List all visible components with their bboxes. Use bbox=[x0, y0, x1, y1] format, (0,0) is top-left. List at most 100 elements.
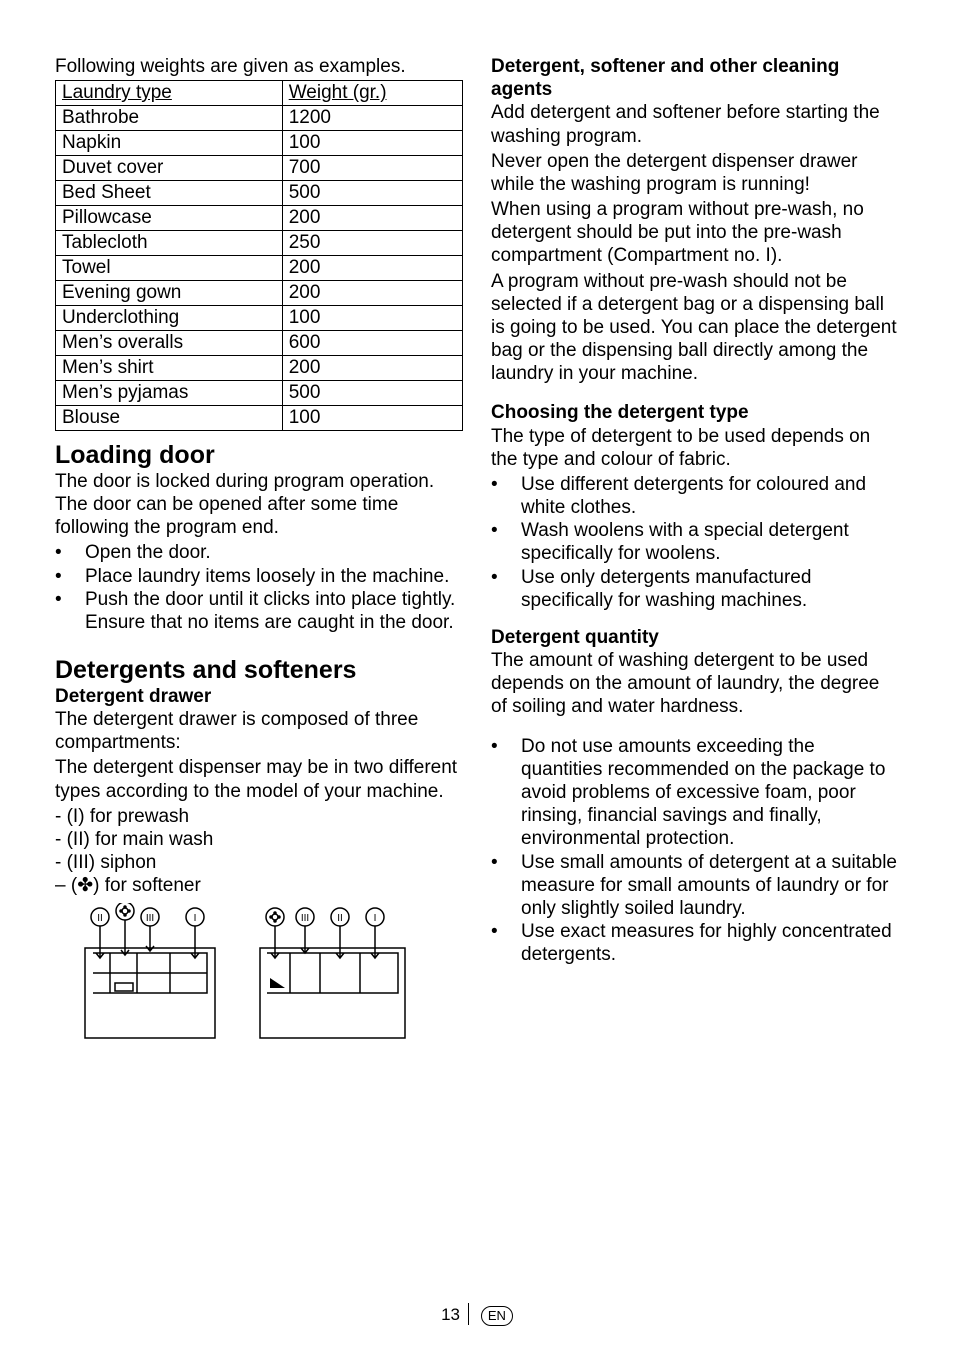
table-cell: Pillowcase bbox=[56, 206, 283, 231]
table-row: Napkin100 bbox=[56, 131, 463, 156]
page-number: 13 bbox=[441, 1305, 460, 1324]
bullet-icon: • bbox=[55, 588, 85, 634]
weights-intro: Following weights are given as examples. bbox=[55, 55, 463, 78]
svg-text:I: I bbox=[374, 913, 377, 924]
dash-mainwash: - (II) for main wash bbox=[55, 828, 463, 851]
table-row: Men’s shirt200 bbox=[56, 356, 463, 381]
list-item-text: Wash woolens with a special detergent sp… bbox=[521, 519, 899, 565]
list-item-text: Use only detergents manufactured specifi… bbox=[521, 566, 899, 612]
detergent-p1: The detergent drawer is composed of thre… bbox=[55, 708, 463, 754]
sec1-heading: Detergent, softener and other cleaning a… bbox=[491, 55, 899, 101]
table-cell: 500 bbox=[282, 181, 462, 206]
list-item-text: Use exact measures for highly concentrat… bbox=[521, 920, 899, 966]
bullet-icon: • bbox=[491, 566, 521, 612]
loading-door-body: The door is locked during program operat… bbox=[55, 470, 463, 540]
table-cell: Bed Sheet bbox=[56, 181, 283, 206]
table-cell: Men’s pyjamas bbox=[56, 381, 283, 406]
list-item: •Do not use amounts exceeding the quanti… bbox=[491, 735, 899, 851]
sec1-p2: Never open the detergent dispenser drawe… bbox=[491, 150, 899, 196]
drawer-diagrams: II III I bbox=[55, 903, 463, 1043]
table-cell: 500 bbox=[282, 381, 462, 406]
page-footer: 13 EN bbox=[0, 1303, 954, 1326]
sec2-heading: Choosing the detergent type bbox=[491, 401, 899, 424]
list-item: •Open the door. bbox=[55, 541, 463, 564]
svg-text:III: III bbox=[146, 913, 154, 924]
table-cell: Men’s overalls bbox=[56, 331, 283, 356]
list-item: •Place laundry items loosely in the mach… bbox=[55, 565, 463, 588]
list-item-text: Use small amounts of detergent at a suit… bbox=[521, 851, 899, 921]
table-cell: 600 bbox=[282, 331, 462, 356]
list-item: •Use only detergents manufactured specif… bbox=[491, 566, 899, 612]
list-item-text: Open the door. bbox=[85, 541, 463, 564]
bullet-icon: • bbox=[491, 735, 521, 851]
list-item: •Use small amounts of detergent at a sui… bbox=[491, 851, 899, 921]
weights-table: Laundry type Weight (gr.) Bathrobe1200Na… bbox=[55, 80, 463, 431]
table-cell: Underclothing bbox=[56, 306, 283, 331]
loading-door-heading: Loading door bbox=[55, 441, 463, 470]
table-cell: 200 bbox=[282, 256, 462, 281]
list-item-text: Place laundry items loosely in the machi… bbox=[85, 565, 463, 588]
lang-badge: EN bbox=[481, 1306, 513, 1326]
table-cell: Evening gown bbox=[56, 281, 283, 306]
sec1-p4: A program without pre-wash should not be… bbox=[491, 270, 899, 386]
table-cell: Bathrobe bbox=[56, 106, 283, 131]
th-weight: Weight (gr.) bbox=[282, 81, 462, 106]
list-item: •Use different detergents for coloured a… bbox=[491, 473, 899, 519]
softener-glyph-icon: ✤ bbox=[77, 875, 93, 896]
table-cell: 100 bbox=[282, 131, 462, 156]
table-cell: 700 bbox=[282, 156, 462, 181]
table-row: Tablecloth250 bbox=[56, 231, 463, 256]
sec1-p1: Add detergent and softener before starti… bbox=[491, 101, 899, 147]
detergent-p2: The detergent dispenser may be in two di… bbox=[55, 756, 463, 802]
table-cell: 250 bbox=[282, 231, 462, 256]
table-row: Men’s overalls600 bbox=[56, 331, 463, 356]
table-cell: Men’s shirt bbox=[56, 356, 283, 381]
loading-door-bullets: •Open the door.•Place laundry items loos… bbox=[55, 541, 463, 634]
table-cell: Blouse bbox=[56, 406, 283, 431]
list-item-text: Push the door until it clicks into place… bbox=[85, 588, 463, 634]
table-cell: 1200 bbox=[282, 106, 462, 131]
list-item: •Use exact measures for highly concentra… bbox=[491, 920, 899, 966]
table-row: Bathrobe1200 bbox=[56, 106, 463, 131]
sec3-heading: Detergent quantity bbox=[491, 626, 899, 649]
sec2-p1: The type of detergent to be used depends… bbox=[491, 425, 899, 471]
table-row: Pillowcase200 bbox=[56, 206, 463, 231]
list-item: •Wash woolens with a special detergent s… bbox=[491, 519, 899, 565]
table-cell: Towel bbox=[56, 256, 283, 281]
svg-text:I: I bbox=[194, 913, 197, 924]
list-item: •Push the door until it clicks into plac… bbox=[55, 588, 463, 634]
table-cell: 200 bbox=[282, 356, 462, 381]
table-row: Evening gown200 bbox=[56, 281, 463, 306]
table-cell: 100 bbox=[282, 306, 462, 331]
svg-text:II: II bbox=[97, 913, 103, 924]
list-item-text: Use different detergents for coloured an… bbox=[521, 473, 899, 519]
footer-divider-icon bbox=[468, 1303, 469, 1325]
table-row: Bed Sheet500 bbox=[56, 181, 463, 206]
table-row: Blouse100 bbox=[56, 406, 463, 431]
bullet-icon: • bbox=[55, 565, 85, 588]
table-row: Men’s pyjamas500 bbox=[56, 381, 463, 406]
bullet-icon: • bbox=[55, 541, 85, 564]
table-row: Underclothing100 bbox=[56, 306, 463, 331]
table-cell: 200 bbox=[282, 206, 462, 231]
detergents-heading: Detergents and softeners bbox=[55, 656, 463, 685]
table-cell: Napkin bbox=[56, 131, 283, 156]
sec3-p1: The amount of washing detergent to be us… bbox=[491, 649, 899, 719]
th-laundry-type: Laundry type bbox=[56, 81, 283, 106]
table-cell: 200 bbox=[282, 281, 462, 306]
svg-text:II: II bbox=[337, 913, 343, 924]
table-row: Towel200 bbox=[56, 256, 463, 281]
dash-prewash: - (I) for prewash bbox=[55, 805, 463, 828]
drawer-diagram-right-icon: III II I bbox=[255, 903, 425, 1043]
table-cell: Tablecloth bbox=[56, 231, 283, 256]
bullet-icon: • bbox=[491, 851, 521, 921]
drawer-diagram-left-icon: II III I bbox=[75, 903, 225, 1043]
bullet-icon: • bbox=[491, 473, 521, 519]
table-cell: Duvet cover bbox=[56, 156, 283, 181]
svg-text:III: III bbox=[301, 913, 309, 924]
sec2-bullets: •Use different detergents for coloured a… bbox=[491, 473, 899, 612]
list-item-text: Do not use amounts exceeding the quantit… bbox=[521, 735, 899, 851]
dash-softener: – (✤) for softener bbox=[55, 874, 463, 897]
dash-siphon: - (III) siphon bbox=[55, 851, 463, 874]
bullet-icon: • bbox=[491, 519, 521, 565]
